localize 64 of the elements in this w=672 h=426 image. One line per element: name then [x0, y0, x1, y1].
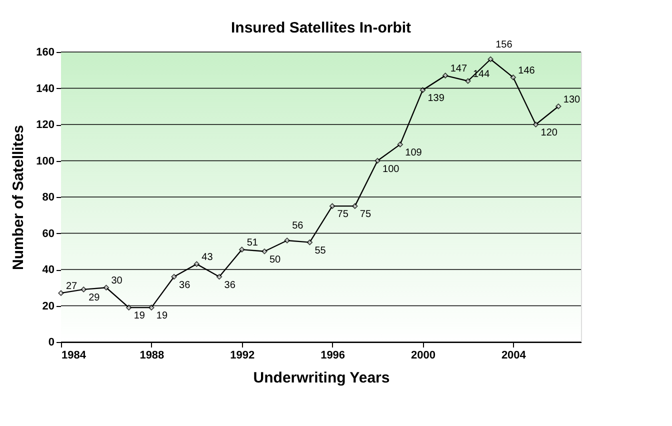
data-label: 100	[382, 164, 400, 175]
point	[329, 203, 336, 209]
point	[194, 261, 200, 267]
data-label: 75	[360, 209, 372, 220]
point	[262, 248, 268, 254]
point	[488, 56, 494, 62]
point	[532, 122, 539, 128]
data-label: 55	[314, 245, 326, 256]
data-label: 156	[496, 39, 513, 50]
data-label: 19	[134, 310, 146, 322]
data-label: 109	[405, 147, 422, 158]
y-tick-label: 60	[42, 228, 54, 240]
point	[284, 238, 290, 244]
point	[397, 142, 403, 148]
data-label: 144	[472, 69, 490, 80]
data-label: 146	[518, 65, 536, 76]
x-tick-label: 1988	[140, 350, 164, 362]
x-tick-label: 1992	[230, 350, 255, 362]
x-tick-label: 2004	[501, 350, 527, 362]
point	[148, 304, 154, 310]
data-label: 130	[563, 94, 581, 106]
data-label: 75	[337, 209, 349, 220]
chart-title: Insured Satellites In-orbit	[230, 19, 412, 36]
x-tick-label: 2000	[410, 350, 436, 362]
point	[58, 290, 64, 296]
data-label: 43	[202, 252, 214, 264]
point	[556, 104, 562, 110]
data-label: 27	[66, 281, 78, 292]
data-label: 56	[292, 220, 304, 232]
point	[465, 78, 471, 84]
y-tick-label: 80	[42, 192, 54, 204]
data-label: 36	[179, 280, 191, 291]
x-tick-label: 1984	[62, 350, 87, 362]
data-label: 30	[111, 276, 123, 287]
point	[171, 274, 177, 280]
data-label: 29	[88, 292, 100, 304]
point	[442, 72, 448, 78]
y-tick-label: 100	[36, 155, 54, 168]
x-tick-label: 1996	[320, 350, 346, 362]
y-axis-title: Number of Satellites	[10, 124, 28, 270]
y-tick-label: 20	[42, 300, 54, 312]
x-axis-title: Underwriting Years	[253, 370, 390, 386]
y-tick-label: 160	[36, 46, 54, 58]
point	[352, 203, 358, 209]
point	[216, 274, 222, 280]
point	[420, 87, 426, 93]
data-label: 51	[246, 238, 258, 249]
data-label: 50	[269, 254, 282, 266]
data-label: 147	[450, 64, 468, 75]
point	[80, 286, 86, 292]
y-tick-label: 0	[48, 336, 54, 348]
y-tick-label: 40	[42, 264, 54, 276]
data-label: 19	[156, 310, 168, 322]
data-label: 139	[428, 93, 445, 104]
point	[510, 74, 516, 80]
data-label: 36	[224, 280, 236, 291]
point	[103, 284, 110, 290]
point	[306, 239, 313, 246]
y-tick-label: 120	[36, 119, 54, 131]
point	[126, 304, 132, 310]
point	[239, 246, 245, 252]
y-tick-label: 140	[36, 82, 54, 95]
data-label: 120	[540, 128, 558, 138]
point	[374, 158, 380, 164]
